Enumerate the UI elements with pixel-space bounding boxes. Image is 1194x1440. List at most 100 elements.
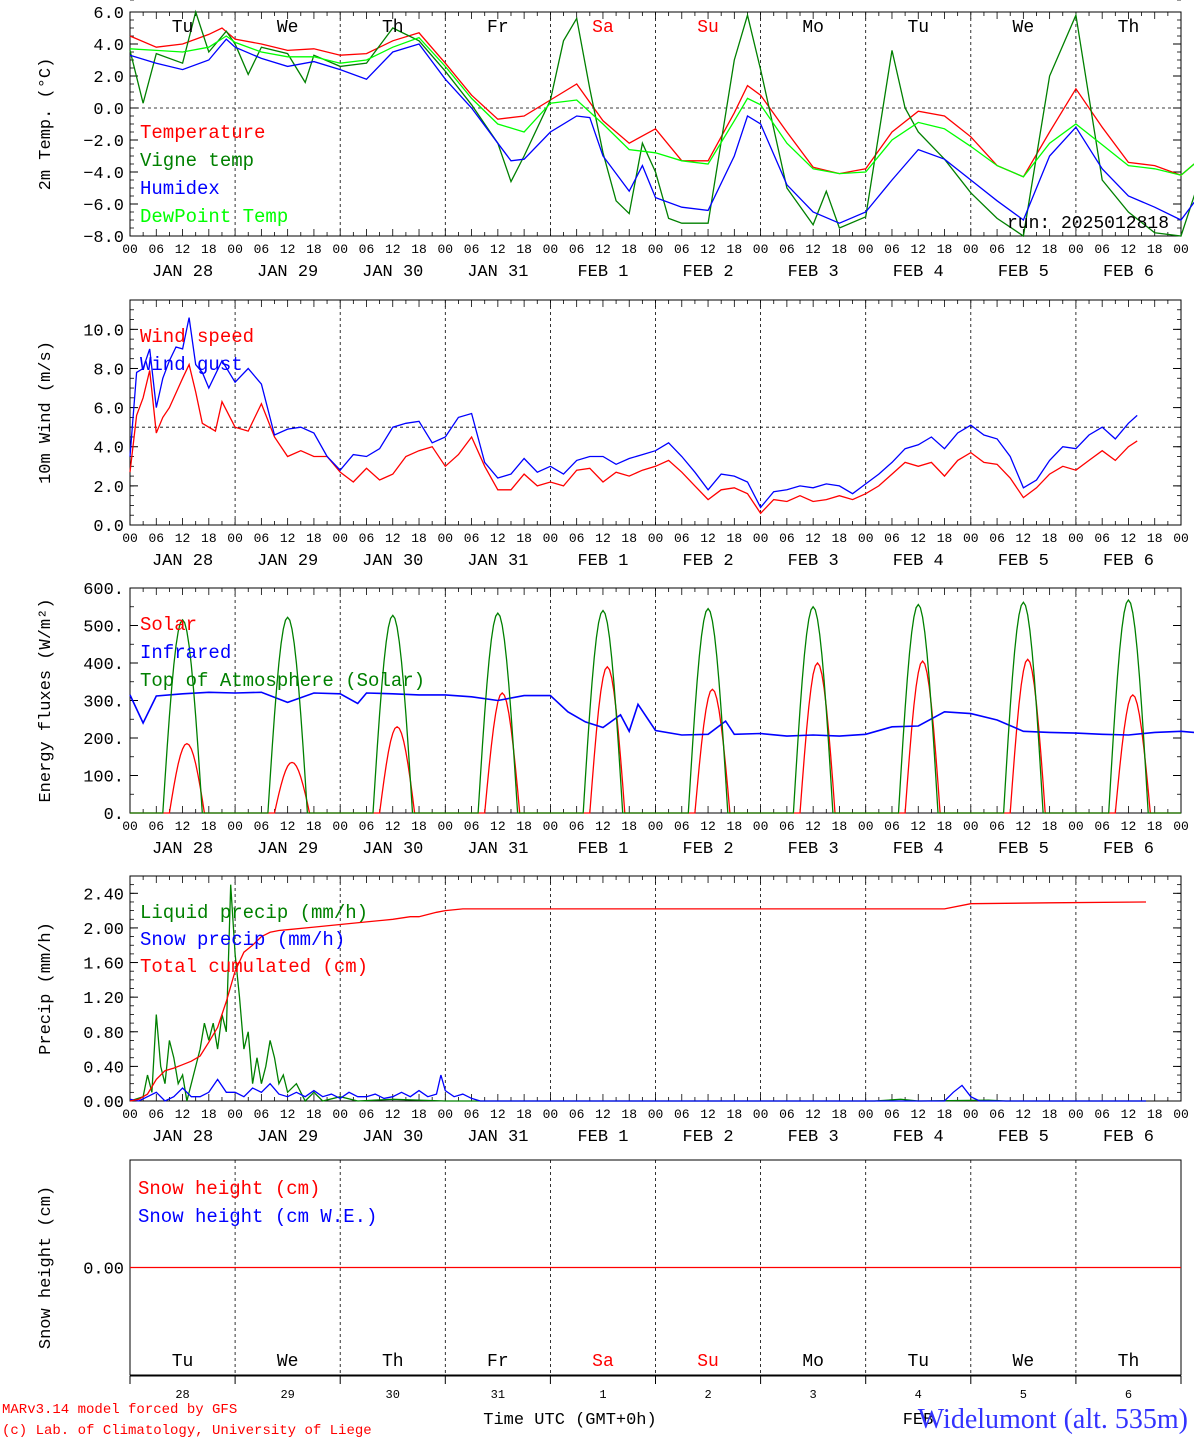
y-tick-label: −8.0 xyxy=(83,229,124,248)
series-line-dewpoint-temp xyxy=(129,35,1194,178)
hour-tick-label: 00 xyxy=(648,531,664,546)
series-line-infrared xyxy=(129,691,1194,737)
hour-tick-label: 06 xyxy=(148,531,164,546)
hour-tick-label: 12 xyxy=(280,819,296,834)
hour-tick-label: 12 xyxy=(700,819,716,834)
hour-tick-label: 00 xyxy=(858,819,874,834)
day-label: JAN 29 xyxy=(257,840,318,859)
hour-tick-label: 12 xyxy=(1016,242,1032,257)
series-line-top-of-atmosphere-solar- xyxy=(130,598,1181,814)
series-line-wind-gust xyxy=(129,317,1138,509)
weekday-label: Th xyxy=(1118,18,1140,38)
hour-tick-label: 12 xyxy=(700,1107,716,1122)
legend-entry: Snow height (cm) xyxy=(138,1178,320,1200)
hour-tick-label: 06 xyxy=(148,242,164,257)
weekday-label: Th xyxy=(1118,1352,1140,1372)
y-tick-label: 400. xyxy=(83,656,124,675)
hour-tick-label: 12 xyxy=(700,242,716,257)
weekday-label: Su xyxy=(697,1352,719,1372)
y-tick-label: 10.0 xyxy=(83,322,124,341)
hour-tick-label: 18 xyxy=(516,819,532,834)
hour-tick-label: 12 xyxy=(175,819,191,834)
day-label: FEB 2 xyxy=(683,263,734,282)
hour-tick-label: 18 xyxy=(832,819,848,834)
day-label: FEB 1 xyxy=(577,840,628,859)
hour-tick-label: 18 xyxy=(727,819,743,834)
hour-tick-label: 06 xyxy=(989,1107,1005,1122)
hour-tick-label: 18 xyxy=(832,1107,848,1122)
hour-tick-label: 18 xyxy=(727,1107,743,1122)
weekday-label: Tu xyxy=(907,1352,929,1372)
day-number-label: 2 xyxy=(704,1388,711,1402)
hour-tick-label: 00 xyxy=(753,819,769,834)
series-line-snow-precip-mm-h- xyxy=(129,1074,1146,1102)
day-label: FEB 3 xyxy=(788,552,839,571)
hour-tick-label: 06 xyxy=(989,242,1005,257)
legend-entry: Snow height (cm W.E.) xyxy=(138,1206,377,1228)
hour-tick-label: 12 xyxy=(385,1107,401,1122)
weekday-label: Tu xyxy=(907,18,929,38)
hour-tick-label: 00 xyxy=(543,531,559,546)
hour-tick-label: 18 xyxy=(201,242,217,257)
weekday-label: Fr xyxy=(487,1352,509,1372)
hour-tick-label: 18 xyxy=(621,242,637,257)
hour-tick-label: 00 xyxy=(332,1107,348,1122)
hour-tick-label: 12 xyxy=(595,1107,611,1122)
y-tick-label: 0.0 xyxy=(93,518,124,537)
day-number-label: 29 xyxy=(280,1388,294,1402)
plot-frame xyxy=(129,11,1182,237)
day-number-label: 4 xyxy=(915,1388,922,1402)
hour-tick-label: 18 xyxy=(727,242,743,257)
weekday-label: Mo xyxy=(802,1352,824,1372)
hour-tick-label: 12 xyxy=(1121,1107,1137,1122)
hour-tick-label: 00 xyxy=(332,531,348,546)
day-label: JAN 31 xyxy=(467,263,528,282)
panel-1: 00 06 12 18 JAN 28 00 06 12 18 JAN 29 00 06 12 18 JAN … xyxy=(37,5,1194,282)
hour-tick-label: 12 xyxy=(805,819,821,834)
day-label: JAN 31 xyxy=(467,1128,528,1147)
day-number-label: 6 xyxy=(1125,1388,1132,1402)
legend-entry: Vigne temp xyxy=(140,150,254,172)
hour-tick-label: 12 xyxy=(805,242,821,257)
hour-tick-label: 18 xyxy=(937,1107,953,1122)
hour-tick-label: 18 xyxy=(201,531,217,546)
hour-tick-label: 00 xyxy=(437,1107,453,1122)
hour-tick-label: 06 xyxy=(674,819,690,834)
hour-tick-label: 18 xyxy=(1147,242,1163,257)
legend-entry: Top of Atmosphere (Solar) xyxy=(140,670,425,692)
hour-tick-label: 06 xyxy=(254,819,270,834)
hour-tick-label: 00 xyxy=(963,242,979,257)
day-label: FEB 1 xyxy=(577,1128,628,1147)
day-label: FEB 3 xyxy=(788,263,839,282)
series-line-total-cumulated-cm- xyxy=(129,901,1147,1102)
station-title: Widelumont (alt. 535m) xyxy=(918,1404,1188,1435)
y-axis-title: Precip (mm/h) xyxy=(37,922,56,1055)
hour-tick-label: 12 xyxy=(385,242,401,257)
hour-tick-label: 12 xyxy=(1121,531,1137,546)
hour-tick-label: 06 xyxy=(779,1107,795,1122)
hour-tick-label: 06 xyxy=(464,531,480,546)
hour-tick-label: 18 xyxy=(727,531,743,546)
weekday-label: Sa xyxy=(592,18,614,38)
hour-tick-label: 18 xyxy=(832,531,848,546)
day-label: JAN 30 xyxy=(362,552,423,571)
hour-tick-label: 00 xyxy=(963,1107,979,1122)
legend-entry: Solar xyxy=(140,614,197,636)
hour-tick-label: 06 xyxy=(989,819,1005,834)
hour-tick-label: 18 xyxy=(1147,531,1163,546)
hour-tick-label: 00 xyxy=(1068,531,1084,546)
hour-tick-label: 18 xyxy=(1042,531,1058,546)
hour-tick-label: 00 xyxy=(648,819,664,834)
hour-tick-label: 06 xyxy=(1094,242,1110,257)
day-label: FEB 6 xyxy=(1103,552,1154,571)
hour-tick-label: 06 xyxy=(884,1107,900,1122)
hour-tick-label: 00 xyxy=(753,1107,769,1122)
hour-tick-label: 18 xyxy=(306,531,322,546)
hour-tick-label: 00 xyxy=(227,1107,243,1122)
hour-tick-label: 06 xyxy=(254,531,270,546)
footer-model-credit: MARv3.14 model forced by GFS xyxy=(2,1402,237,1418)
day-label: FEB 5 xyxy=(998,552,1049,571)
hour-tick-label: 00 xyxy=(963,819,979,834)
hour-tick-label: 12 xyxy=(280,242,296,257)
